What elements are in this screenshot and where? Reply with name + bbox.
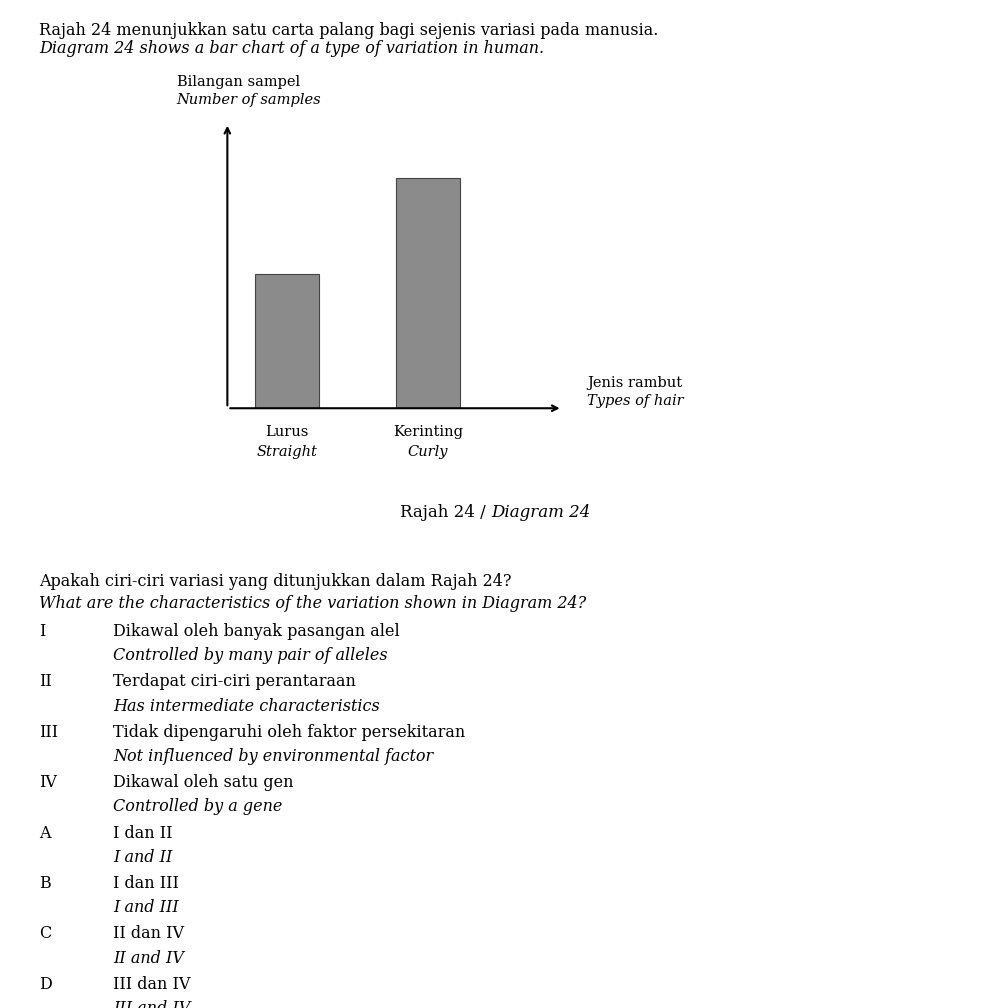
Text: IV: IV: [39, 774, 57, 791]
Text: Dikawal oleh satu gen: Dikawal oleh satu gen: [113, 774, 294, 791]
Text: II dan IV: II dan IV: [113, 925, 184, 942]
Text: III dan IV: III dan IV: [113, 976, 191, 993]
Text: C: C: [39, 925, 51, 942]
Text: Apakah ciri-ciri variasi yang ditunjukkan dalam Rajah 24?: Apakah ciri-ciri variasi yang ditunjukka…: [39, 573, 512, 590]
Text: D: D: [39, 976, 52, 993]
Text: Types of hair: Types of hair: [587, 394, 683, 408]
Text: II: II: [39, 673, 52, 690]
Text: Bilangan sampel: Bilangan sampel: [177, 75, 300, 89]
Text: Straight: Straight: [256, 445, 317, 459]
Text: Lurus: Lurus: [265, 425, 308, 439]
Text: Curly: Curly: [408, 445, 449, 459]
Text: Rajah 24 menunjukkan satu carta palang bagi sejenis variasi pada manusia.: Rajah 24 menunjukkan satu carta palang b…: [39, 22, 659, 39]
Bar: [255, 274, 318, 408]
Text: Controlled by many pair of alleles: Controlled by many pair of alleles: [113, 647, 388, 664]
Text: Kerinting: Kerinting: [393, 425, 464, 439]
Text: Terdapat ciri-ciri perantaraan: Terdapat ciri-ciri perantaraan: [113, 673, 355, 690]
Text: Number of samples: Number of samples: [177, 93, 321, 107]
Text: Has intermediate characteristics: Has intermediate characteristics: [113, 698, 380, 715]
Text: II and IV: II and IV: [113, 950, 184, 967]
Text: Tidak dipengaruhi oleh faktor persekitaran: Tidak dipengaruhi oleh faktor persekitar…: [113, 724, 465, 741]
Bar: [397, 178, 460, 408]
Text: Diagram 24: Diagram 24: [491, 504, 590, 521]
Text: Not influenced by environmental factor: Not influenced by environmental factor: [113, 748, 433, 765]
Text: Diagram 24 shows a bar chart of a type of variation in human.: Diagram 24 shows a bar chart of a type o…: [39, 40, 544, 57]
Text: Dikawal oleh banyak pasangan alel: Dikawal oleh banyak pasangan alel: [113, 623, 400, 640]
Text: B: B: [39, 875, 51, 892]
Text: I and III: I and III: [113, 899, 179, 916]
Text: III: III: [39, 724, 58, 741]
Text: I: I: [39, 623, 45, 640]
Text: Jenis rambut: Jenis rambut: [587, 376, 682, 390]
Text: What are the characteristics of the variation shown in Diagram 24?: What are the characteristics of the vari…: [39, 595, 586, 612]
Text: I and II: I and II: [113, 849, 172, 866]
Text: I dan III: I dan III: [113, 875, 179, 892]
Text: Controlled by a gene: Controlled by a gene: [113, 798, 282, 815]
Text: Rajah 24 /: Rajah 24 /: [400, 504, 491, 521]
Text: I dan II: I dan II: [113, 825, 173, 842]
Text: A: A: [39, 825, 51, 842]
Text: III and IV: III and IV: [113, 1000, 191, 1008]
